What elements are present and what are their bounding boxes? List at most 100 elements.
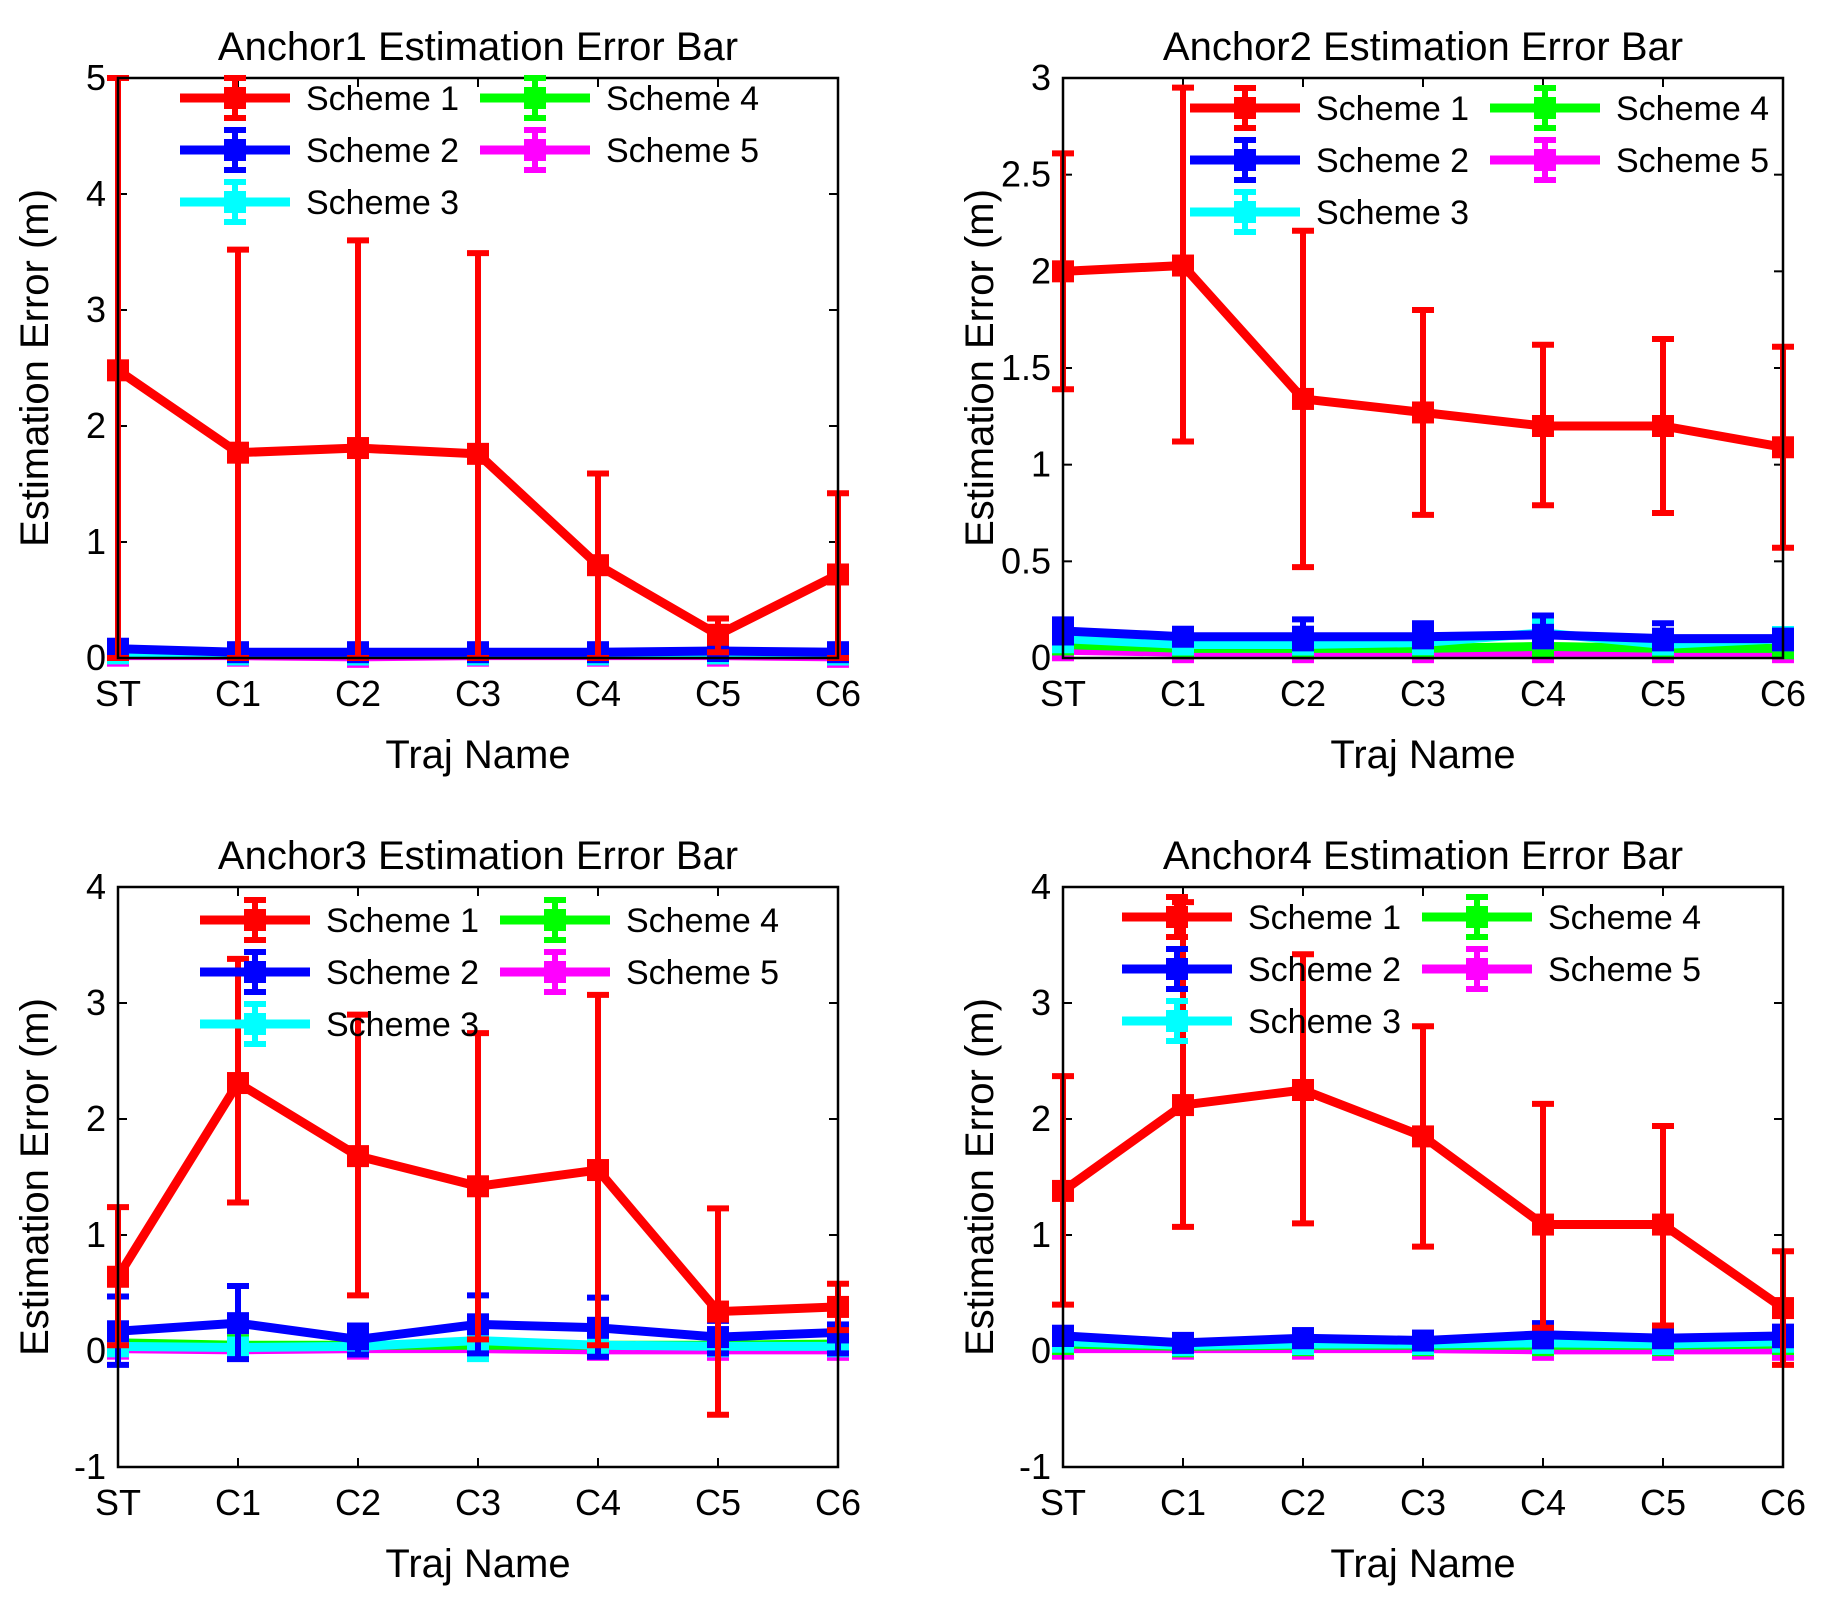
y-tick-label: 1.5 — [1001, 347, 1051, 388]
legend-entry-scheme-3: Scheme 3 — [1190, 189, 1469, 235]
data-point — [347, 437, 369, 460]
legend-entry-scheme-5: Scheme 5 — [1490, 137, 1769, 183]
x-axis-label: Traj Name — [1330, 733, 1515, 777]
chart-anchor3: Anchor3 Estimation Error Bar -1 0 1 2 3 4 ST C1 C… — [13, 834, 861, 1586]
data-point — [1412, 1329, 1434, 1352]
y-tick-label: -1 — [74, 1446, 106, 1487]
legend: Scheme 1 Scheme 2 Scheme 3 Scheme 4 Scheme 5 — [180, 75, 759, 225]
chart-anchor2: Anchor2 Estimation Error Bar 0 0.5 1 1.5 2 2.5… — [958, 25, 1806, 777]
y-tick-label: 2 — [86, 405, 106, 446]
legend-entry-scheme-4: Scheme 4 — [1490, 85, 1769, 131]
x-axis-label: Traj Name — [385, 733, 570, 777]
data-point — [1412, 1125, 1434, 1148]
x-tick-label: C3 — [455, 673, 501, 714]
axes-frame — [1061, 885, 1785, 1469]
x-tick-label: ST — [95, 1482, 141, 1523]
y-axis-label: Estimation Error (m) — [13, 998, 57, 1356]
legend-label: Scheme 1 — [1316, 90, 1469, 128]
y-tick-label: 1 — [86, 521, 106, 562]
chart-title: Anchor4 Estimation Error Bar — [1163, 834, 1683, 878]
legend-marker — [224, 191, 246, 213]
x-tick-label: C6 — [1760, 1482, 1806, 1523]
legend-entry-scheme-2: Scheme 2 — [1190, 137, 1469, 183]
legend-entry-scheme-4: Scheme 4 — [480, 75, 759, 121]
y-tick-label: 3 — [1031, 982, 1051, 1023]
x-tick-label: C4 — [1520, 673, 1566, 714]
x-tick-label: C5 — [695, 673, 741, 714]
legend-label: Scheme 1 — [306, 80, 459, 118]
data-point — [1292, 387, 1314, 410]
legend: Scheme 1 Scheme 2 Scheme 3 Scheme 4 Scheme 5 — [200, 897, 779, 1047]
x-tick-label: C1 — [215, 1482, 261, 1523]
legend-entry-scheme-3: Scheme 3 — [200, 1001, 479, 1047]
data-point — [467, 1175, 489, 1198]
legend-label: Scheme 2 — [306, 132, 459, 170]
data-point — [1172, 254, 1194, 277]
series-scheme-1 — [107, 955, 849, 1418]
legend-entry-scheme-5: Scheme 5 — [480, 127, 759, 173]
legend-label: Scheme 4 — [1616, 90, 1769, 128]
legend-label: Scheme 3 — [1316, 194, 1469, 232]
x-tick-label: C2 — [1280, 673, 1326, 714]
y-axis-label: Estimation Error (m) — [958, 998, 1002, 1356]
chart-title: Anchor3 Estimation Error Bar — [218, 834, 738, 878]
chart-title: Anchor1 Estimation Error Bar — [218, 25, 738, 69]
legend-entry-scheme-4: Scheme 4 — [500, 897, 779, 943]
legend-label: Scheme 2 — [1316, 142, 1469, 180]
axes-frame — [116, 76, 840, 660]
y-axis-label: Estimation Error (m) — [13, 189, 57, 547]
legend-entry-scheme-5: Scheme 5 — [500, 949, 779, 995]
x-tick-label: C1 — [1160, 1482, 1206, 1523]
y-tick-label: 5 — [86, 57, 106, 98]
x-tick-label: C5 — [1640, 673, 1686, 714]
x-tick-label: C2 — [1280, 1482, 1326, 1523]
data-point — [1652, 627, 1674, 650]
y-tick-label: 0 — [86, 637, 106, 678]
series-scheme-2 — [1052, 1320, 1794, 1354]
y-tick-label: 1 — [1031, 1214, 1051, 1255]
data-point — [1652, 415, 1674, 437]
legend-marker — [1166, 958, 1188, 980]
legend-marker — [524, 87, 546, 109]
x-tick-label: C5 — [695, 1482, 741, 1523]
data-point — [1292, 1327, 1314, 1350]
data-point — [227, 441, 249, 464]
legend-entry-scheme-5: Scheme 5 — [1422, 946, 1701, 992]
legend-label: Scheme 5 — [1616, 142, 1769, 180]
legend-label: Scheme 2 — [326, 954, 479, 992]
data-point — [1292, 1079, 1314, 1101]
legend-label: Scheme 2 — [1248, 951, 1401, 989]
legend-entry-scheme-2: Scheme 2 — [200, 949, 479, 995]
legend-entry-scheme-3: Scheme 3 — [1122, 998, 1401, 1044]
legend-marker — [1534, 149, 1556, 171]
x-tick-label: C2 — [335, 1482, 381, 1523]
legend-entry-scheme-1: Scheme 1 — [1122, 894, 1401, 940]
chart-title: Anchor2 Estimation Error Bar — [1163, 25, 1683, 69]
y-tick-label: 4 — [86, 866, 106, 907]
data-point — [707, 1300, 729, 1323]
x-tick-label: ST — [1040, 673, 1086, 714]
legend-marker — [1166, 1010, 1188, 1032]
plot-area — [107, 955, 849, 1418]
axes-frame — [1061, 76, 1785, 660]
legend-label: Scheme 5 — [1548, 951, 1701, 989]
data-point — [587, 1159, 609, 1182]
legend-label: Scheme 1 — [326, 902, 479, 940]
y-tick-label: 0 — [1031, 637, 1051, 678]
legend-marker — [544, 909, 566, 931]
data-point — [227, 1312, 249, 1335]
data-point — [1532, 1213, 1554, 1236]
x-axis-label: Traj Name — [1330, 1542, 1515, 1586]
legend: Scheme 1 Scheme 2 Scheme 3 Scheme 4 Scheme 5 — [1190, 85, 1769, 235]
data-point — [347, 1145, 369, 1168]
chart-anchor4: Anchor4 Estimation Error Bar -1 0 1 2 3 4 ST C1 C… — [958, 834, 1806, 1586]
legend-marker — [244, 909, 266, 931]
legend-marker — [224, 139, 246, 161]
legend-label: Scheme 4 — [606, 80, 759, 118]
data-point — [1652, 1327, 1674, 1350]
x-tick-label: C3 — [1400, 1482, 1446, 1523]
x-tick-label: C4 — [575, 673, 621, 714]
x-tick-label: C4 — [575, 1482, 621, 1523]
x-tick-label: C6 — [1760, 673, 1806, 714]
legend-entry-scheme-2: Scheme 2 — [180, 127, 459, 173]
